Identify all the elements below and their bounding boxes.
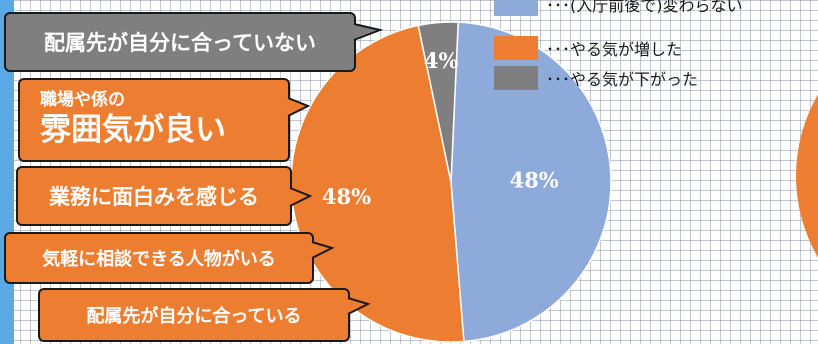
callout-someone-to-consult: 気軽に相談できる人物がいる xyxy=(4,232,335,284)
callout-interesting-work-text: 業務に面白みを感じる xyxy=(49,185,259,209)
pie-label-unchanged: 48% xyxy=(510,168,559,193)
callout-good-atmosphere-line2: 雰囲気が良い xyxy=(40,112,226,148)
pie-label-increased: 48% xyxy=(322,184,371,209)
legend-item-increased: ･･･やる気が増した xyxy=(494,36,682,60)
callout-suited-text: 配属先が自分に合っている xyxy=(86,306,302,327)
pie-label-decreased: 4% xyxy=(424,48,459,73)
legend-item-unchanged: ･･･(入庁前後で)変わらない xyxy=(494,0,743,16)
second-pie-slice-orange xyxy=(796,95,818,257)
callout-tail xyxy=(311,241,335,259)
legend-label-decreased: ･･･やる気が下がった xyxy=(546,70,699,89)
legend-item-decreased: ･･･やる気が下がった xyxy=(494,66,698,90)
callout-tail xyxy=(289,187,313,207)
callout-someone-to-consult-text: 気軽に相談できる人物がいる xyxy=(42,249,276,270)
callout-suited: 配属先が自分に合っている xyxy=(38,288,371,342)
legend-swatch-increased xyxy=(494,36,538,60)
callout-not-suited-text: 配属先が自分に合っていない xyxy=(44,31,316,55)
pie-slice-decreased xyxy=(417,21,459,183)
callout-good-atmosphere: 職場や係の 雰囲気が良い xyxy=(18,78,311,162)
legend-label-increased: ･･･やる気が増した xyxy=(546,40,683,59)
callout-good-atmosphere-line1: 職場や係の xyxy=(40,90,125,110)
callout-tail xyxy=(347,297,371,315)
callout-tail xyxy=(353,23,384,41)
callout-tail xyxy=(287,97,311,117)
callout-not-suited: 配属先が自分に合っていない xyxy=(4,12,384,72)
callout-interesting-work: 業務に面白みを感じる xyxy=(16,166,313,226)
legend-swatch-unchanged xyxy=(494,0,538,16)
legend-swatch-decreased xyxy=(494,66,538,90)
legend-label-unchanged: ･･･(入庁前後で)変わらない xyxy=(546,0,743,15)
